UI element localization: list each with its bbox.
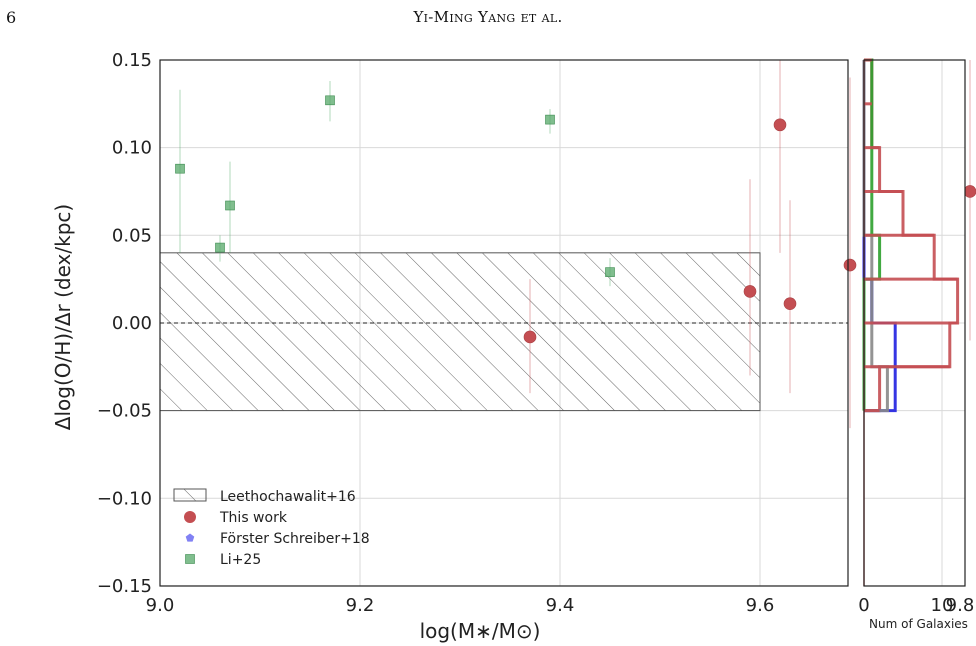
li25-point xyxy=(605,267,615,277)
this-work-point xyxy=(773,118,787,132)
legend-swatch-forster-schreiber xyxy=(185,533,195,542)
li25-point xyxy=(175,163,185,174)
x-tick-label: 9.0 xyxy=(146,595,175,616)
this-work-point xyxy=(843,258,857,272)
y-tick-label: 0.00 xyxy=(112,313,152,334)
page-number: 6 xyxy=(6,8,17,27)
legend-label: Li+25 xyxy=(220,552,261,568)
li25-point xyxy=(215,242,225,253)
legend-swatch-li25 xyxy=(185,554,195,564)
y-tick-label: 0.10 xyxy=(112,138,152,159)
this-work-point xyxy=(963,185,976,198)
this-work-point xyxy=(743,285,757,298)
this-work-point xyxy=(523,330,537,344)
li25-point xyxy=(545,114,555,125)
legend-label: This work xyxy=(219,510,288,526)
y-tick-label: 0.05 xyxy=(112,225,152,246)
hist-x-tick-label: 10 xyxy=(931,595,954,616)
y-tick-label: −0.10 xyxy=(97,488,152,509)
y-axis-title: Δlog(O/H)/Δr (dex/kpc) xyxy=(51,204,75,430)
this-work-point xyxy=(783,297,797,310)
y-tick-label: 0.15 xyxy=(112,50,152,71)
li25-point xyxy=(225,200,235,211)
x-tick-label: 9.4 xyxy=(546,595,575,616)
y-tick-label: −0.15 xyxy=(97,576,152,597)
y-tick-label: −0.05 xyxy=(97,401,152,422)
legend: Leethochawalit+16 This work Förster Schrei… xyxy=(173,488,370,568)
hist-x-tick-label: 0 xyxy=(858,595,869,616)
plot-frame xyxy=(159,59,849,587)
x-axis-title: log(M∗/M⊙) xyxy=(420,619,541,643)
leethochawalit-region xyxy=(159,252,761,412)
main-scatter-plot: 9.09.29.49.69.810.010.210.410.60.150.100… xyxy=(51,50,976,643)
legend-label: Förster Schreiber+18 xyxy=(220,531,370,547)
x-tick-label: 9.8 xyxy=(946,595,975,616)
running-head: Yi-Ming Yang et al. xyxy=(413,8,563,26)
x-tick-label: 9.6 xyxy=(746,595,775,616)
hist-x-axis-title: Num of Galaxies xyxy=(869,617,968,631)
li25-point xyxy=(325,95,335,106)
hist-frame xyxy=(863,59,966,587)
legend-swatch-leethochawalit xyxy=(173,488,207,502)
x-tick-label: 9.2 xyxy=(346,595,375,616)
legend-label: Leethochawalit+16 xyxy=(220,489,356,505)
legend-swatch-this-work xyxy=(184,511,196,523)
